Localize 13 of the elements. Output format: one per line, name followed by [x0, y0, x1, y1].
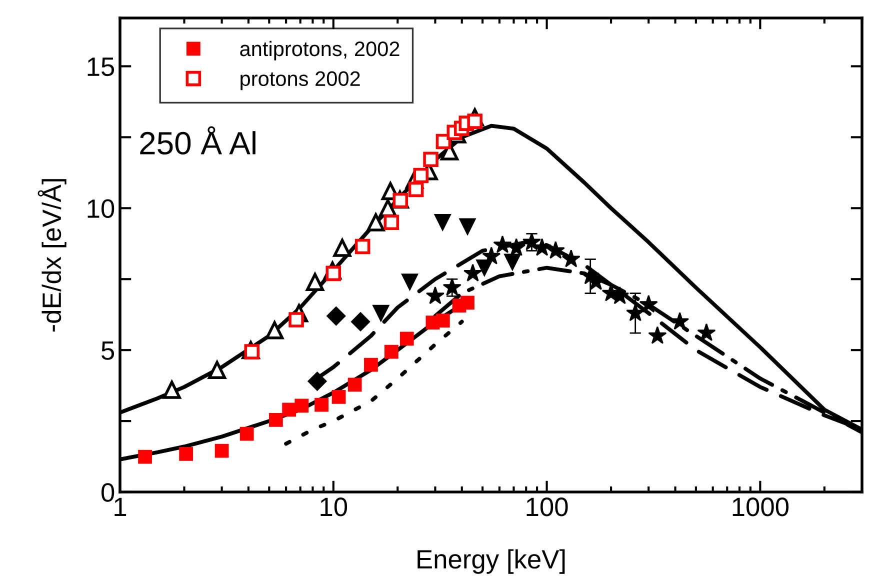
x-tick-label: 10 — [320, 498, 348, 516]
annotation: 250 Å Al — [140, 126, 256, 155]
y-tick-label: 15 — [88, 58, 114, 76]
y-tick-label: 0 — [101, 483, 114, 502]
y-tick-label: 5 — [102, 341, 114, 360]
y-axis-title: -dE/dx [eV/Å] — [38, 179, 66, 332]
legend-label: protons 2002 — [240, 71, 360, 90]
x-tick-label: 100 — [526, 498, 568, 516]
x-tick-label: 1000 — [732, 498, 789, 516]
legend-label: antiprotons, 2002 — [240, 40, 400, 60]
y-tick-label: 10 — [88, 199, 114, 218]
x-axis-title: Energy [keV] — [418, 549, 565, 574]
x-tick-label: 1 — [114, 498, 126, 516]
